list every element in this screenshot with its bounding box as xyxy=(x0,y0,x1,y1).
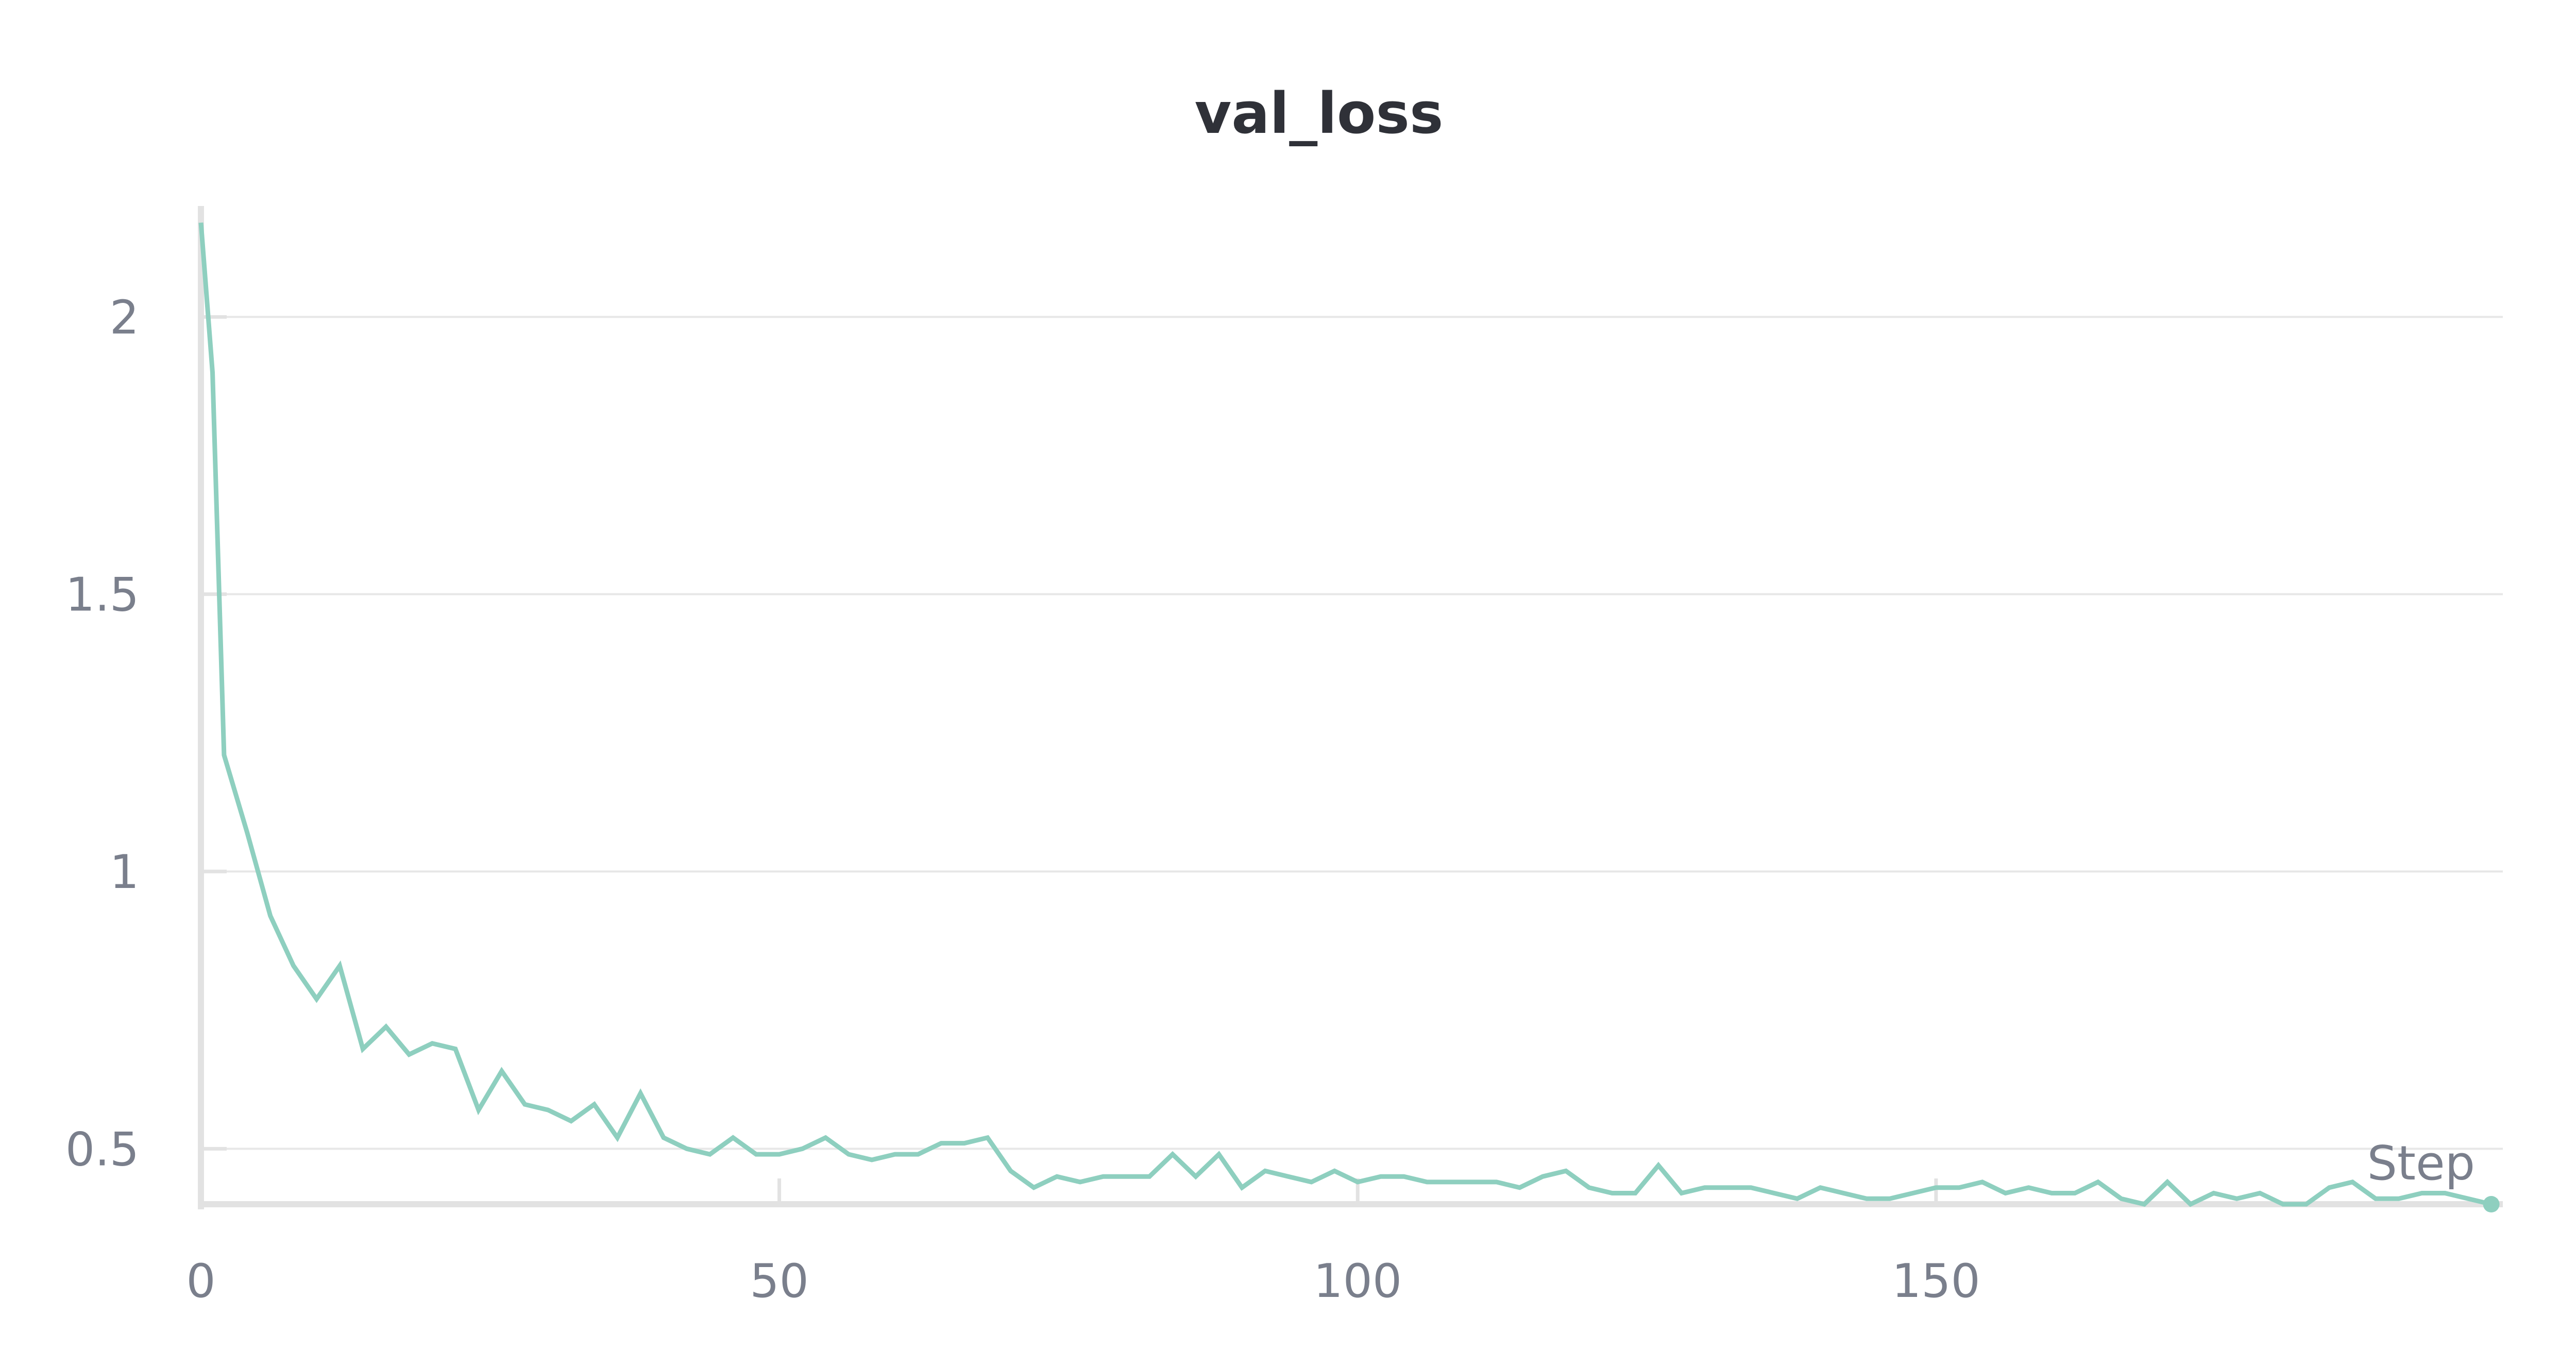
y-tick-label: 2 xyxy=(110,290,139,345)
y-tick-label: 1.5 xyxy=(65,568,139,622)
series-layer xyxy=(201,223,2500,1212)
grid-lines xyxy=(201,317,2503,1149)
tick-labels: 0.5 1 1.5 2 0 50 100 150 xyxy=(65,290,1980,1308)
axes xyxy=(201,206,2503,1209)
x-tick-label: 0 xyxy=(186,1254,215,1308)
x-tick-label: 100 xyxy=(1313,1254,1402,1308)
x-axis-label: Step xyxy=(2367,1136,2475,1191)
chart-title: val_loss xyxy=(1195,80,1444,146)
y-tick-label: 0.5 xyxy=(65,1122,139,1176)
series-line xyxy=(201,223,2492,1204)
x-tick-label: 50 xyxy=(750,1254,809,1308)
x-tick-label: 150 xyxy=(1892,1254,1980,1308)
y-tick-label: 1 xyxy=(110,845,139,899)
series-end-marker xyxy=(2483,1196,2500,1212)
